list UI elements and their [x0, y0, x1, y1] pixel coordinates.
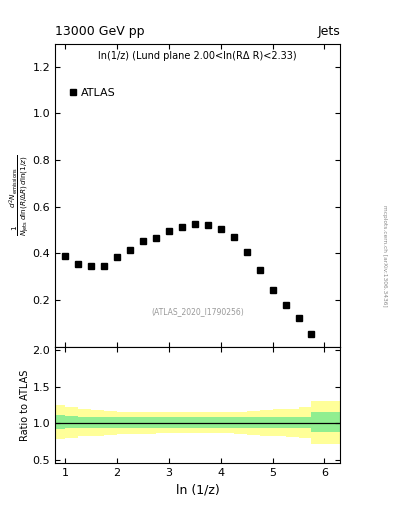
ATLAS — [63, 253, 68, 259]
ATLAS — [296, 314, 301, 321]
ATLAS — [283, 302, 288, 308]
ATLAS — [219, 226, 223, 232]
Text: ln(1/z) (Lund plane 2.00<ln(RΔ R)<2.33): ln(1/z) (Lund plane 2.00<ln(RΔ R)<2.33) — [98, 51, 297, 61]
ATLAS — [193, 221, 197, 227]
ATLAS — [115, 254, 119, 260]
ATLAS — [102, 263, 107, 269]
Y-axis label: Ratio to ATLAS: Ratio to ATLAS — [20, 369, 29, 441]
ATLAS — [167, 228, 171, 234]
Text: (ATLAS_2020_I1790256): (ATLAS_2020_I1790256) — [151, 307, 244, 316]
X-axis label: ln (1/z): ln (1/z) — [176, 484, 219, 497]
ATLAS — [76, 261, 81, 267]
Legend: ATLAS: ATLAS — [66, 86, 118, 100]
ATLAS — [89, 263, 94, 269]
Text: Jets: Jets — [317, 26, 340, 38]
ATLAS — [244, 249, 249, 255]
Text: mcplots.cern.ch [arXiv:1306.3436]: mcplots.cern.ch [arXiv:1306.3436] — [382, 205, 387, 307]
Y-axis label: $\frac{1}{N_\mathrm{jets}}\frac{d^2N_\mathrm{emissions}}{d\ln(R/\Delta R)\,d\ln(: $\frac{1}{N_\mathrm{jets}}\frac{d^2N_\ma… — [7, 155, 31, 236]
Line: ATLAS: ATLAS — [62, 222, 314, 337]
Text: 13000 GeV pp: 13000 GeV pp — [55, 26, 145, 38]
ATLAS — [180, 224, 184, 230]
ATLAS — [270, 287, 275, 293]
ATLAS — [128, 247, 132, 253]
ATLAS — [141, 238, 145, 244]
ATLAS — [206, 222, 210, 228]
ATLAS — [231, 234, 236, 240]
ATLAS — [257, 267, 262, 273]
ATLAS — [154, 235, 158, 241]
ATLAS — [309, 331, 314, 337]
